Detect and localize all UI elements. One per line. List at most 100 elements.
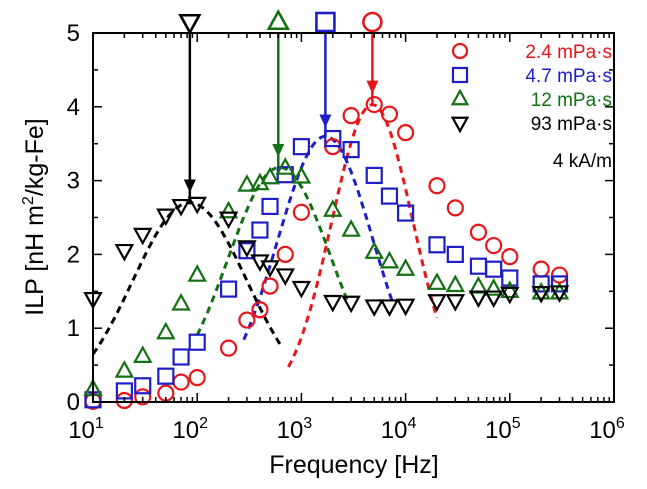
x-axis-title: Frequency [Hz] bbox=[269, 451, 439, 479]
x-tick-label: 106 bbox=[589, 415, 625, 444]
x-tick-base: 10 bbox=[589, 417, 616, 444]
y-axis-title-sup: 2 bbox=[20, 196, 37, 205]
data-point-s1-18 bbox=[428, 177, 446, 195]
data-point-s4-5 bbox=[171, 198, 191, 217]
y-axis-title-main: ILP [nH m bbox=[21, 205, 49, 316]
peak-arrow-head-1 bbox=[366, 80, 379, 94]
data-point-s3-21 bbox=[483, 278, 504, 296]
data-points bbox=[83, 95, 570, 410]
data-point-s2-6 bbox=[188, 333, 206, 351]
data-point-s1-21 bbox=[485, 236, 503, 255]
legend-label-2: 4.7 mPa·s bbox=[525, 66, 612, 87]
data-point-s4-7 bbox=[218, 211, 239, 230]
data-point-s4-4 bbox=[156, 208, 176, 227]
data-point-s1-6 bbox=[188, 369, 206, 387]
data-point-s3-16 bbox=[379, 250, 400, 269]
plot-frame bbox=[92, 32, 615, 403]
data-point-s1-19 bbox=[446, 199, 464, 217]
data-point-s1-11 bbox=[276, 245, 294, 263]
data-point-s3-19 bbox=[445, 274, 466, 293]
data-point-s3-11 bbox=[275, 157, 295, 175]
data-point-s4-13 bbox=[323, 294, 343, 313]
fit-curve-1 bbox=[287, 103, 439, 368]
data-point-s3-20 bbox=[468, 275, 489, 294]
legend: 2.4 mPa·s 4.7 mPa·s 12 mPa·s 93 mPa·s bbox=[450, 42, 612, 135]
data-point-s4-3 bbox=[132, 227, 153, 246]
annotation-field: 4 kA/m bbox=[553, 151, 612, 172]
x-tick-base: 10 bbox=[172, 417, 199, 444]
data-point-s4-18 bbox=[427, 294, 447, 312]
peak-arrows bbox=[178, 8, 383, 203]
data-point-s3-4 bbox=[156, 321, 176, 340]
data-point-s3-14 bbox=[341, 219, 361, 237]
data-point-s3-2 bbox=[114, 360, 135, 378]
data-point-s1-24 bbox=[550, 266, 569, 284]
legend-label-1: 2.4 mPa·s bbox=[525, 42, 612, 63]
x-tick-exponent: 4 bbox=[407, 415, 416, 432]
data-point-s1-22 bbox=[501, 248, 519, 266]
y-tick-label: 0 bbox=[67, 389, 80, 416]
data-point-s3-23 bbox=[531, 281, 551, 300]
data-point-s3-7 bbox=[218, 200, 239, 219]
data-point-s1-10 bbox=[261, 277, 279, 295]
data-point-s4-19 bbox=[445, 294, 466, 312]
legend-marker-3 bbox=[450, 88, 470, 106]
data-point-s3-8 bbox=[237, 174, 257, 192]
data-point-s1-12 bbox=[292, 203, 310, 221]
x-tick-label: 101 bbox=[68, 415, 104, 444]
data-point-s1-9 bbox=[251, 301, 269, 319]
y-axis-title: ILP [nH m2/kg-Fe] bbox=[20, 118, 49, 315]
data-point-s4-21 bbox=[483, 290, 504, 309]
x-tick-base: 10 bbox=[485, 417, 512, 444]
data-point-s2-18 bbox=[428, 236, 446, 254]
data-point-s4-2 bbox=[114, 243, 135, 262]
data-point-s3-13 bbox=[323, 199, 343, 217]
y-tick-label: 5 bbox=[67, 20, 80, 47]
x-tick-base: 10 bbox=[68, 417, 95, 444]
data-point-s2-12 bbox=[292, 138, 310, 156]
x-tick-exponent: 5 bbox=[512, 415, 521, 432]
data-point-s2-14 bbox=[342, 141, 360, 159]
data-point-s1-2 bbox=[115, 391, 133, 410]
data-point-s2-9 bbox=[251, 221, 269, 239]
data-point-s4-22 bbox=[500, 286, 520, 305]
data-point-s4-24 bbox=[549, 285, 570, 303]
x-tick-exponent: 2 bbox=[199, 415, 208, 432]
data-point-s4-17 bbox=[395, 298, 416, 317]
data-point-s2-21 bbox=[485, 260, 503, 278]
data-point-s3-17 bbox=[395, 258, 416, 276]
data-point-s3-10 bbox=[260, 166, 280, 185]
data-point-s3-6 bbox=[187, 264, 207, 282]
x-tick-base: 10 bbox=[277, 417, 304, 444]
data-point-s2-24 bbox=[550, 275, 569, 293]
y-tick-label: 1 bbox=[67, 315, 80, 342]
x-tick-label: 104 bbox=[381, 415, 417, 444]
data-point-s4-12 bbox=[291, 280, 312, 299]
data-point-s4-6 bbox=[187, 196, 207, 215]
legend-marker-2 bbox=[451, 66, 469, 84]
data-point-s2-20 bbox=[469, 257, 488, 275]
data-point-s2-23 bbox=[532, 275, 550, 293]
fit-curves bbox=[93, 103, 439, 368]
data-point-s4-8 bbox=[237, 240, 257, 258]
data-point-s1-7 bbox=[219, 339, 238, 357]
y-tick-label: 4 bbox=[67, 94, 80, 121]
data-point-s2-17 bbox=[397, 204, 415, 222]
fit-curve-2 bbox=[242, 134, 395, 341]
data-point-s2-22 bbox=[501, 269, 519, 287]
legend-marker-4 bbox=[450, 116, 470, 134]
data-point-s1-14 bbox=[342, 107, 360, 125]
data-point-s4-10 bbox=[260, 260, 280, 278]
data-point-s4-20 bbox=[468, 290, 489, 309]
data-point-s3-22 bbox=[500, 280, 520, 299]
x-tick-base: 10 bbox=[381, 417, 408, 444]
peak-arrow-head-4 bbox=[183, 179, 196, 193]
data-point-s3-5 bbox=[171, 292, 191, 311]
y-tick-label: 2 bbox=[67, 241, 80, 268]
legend-marker-1 bbox=[451, 42, 469, 60]
peak-marker-2 bbox=[315, 11, 336, 33]
x-tick-label: 102 bbox=[172, 415, 208, 444]
data-point-s2-16 bbox=[380, 187, 399, 205]
